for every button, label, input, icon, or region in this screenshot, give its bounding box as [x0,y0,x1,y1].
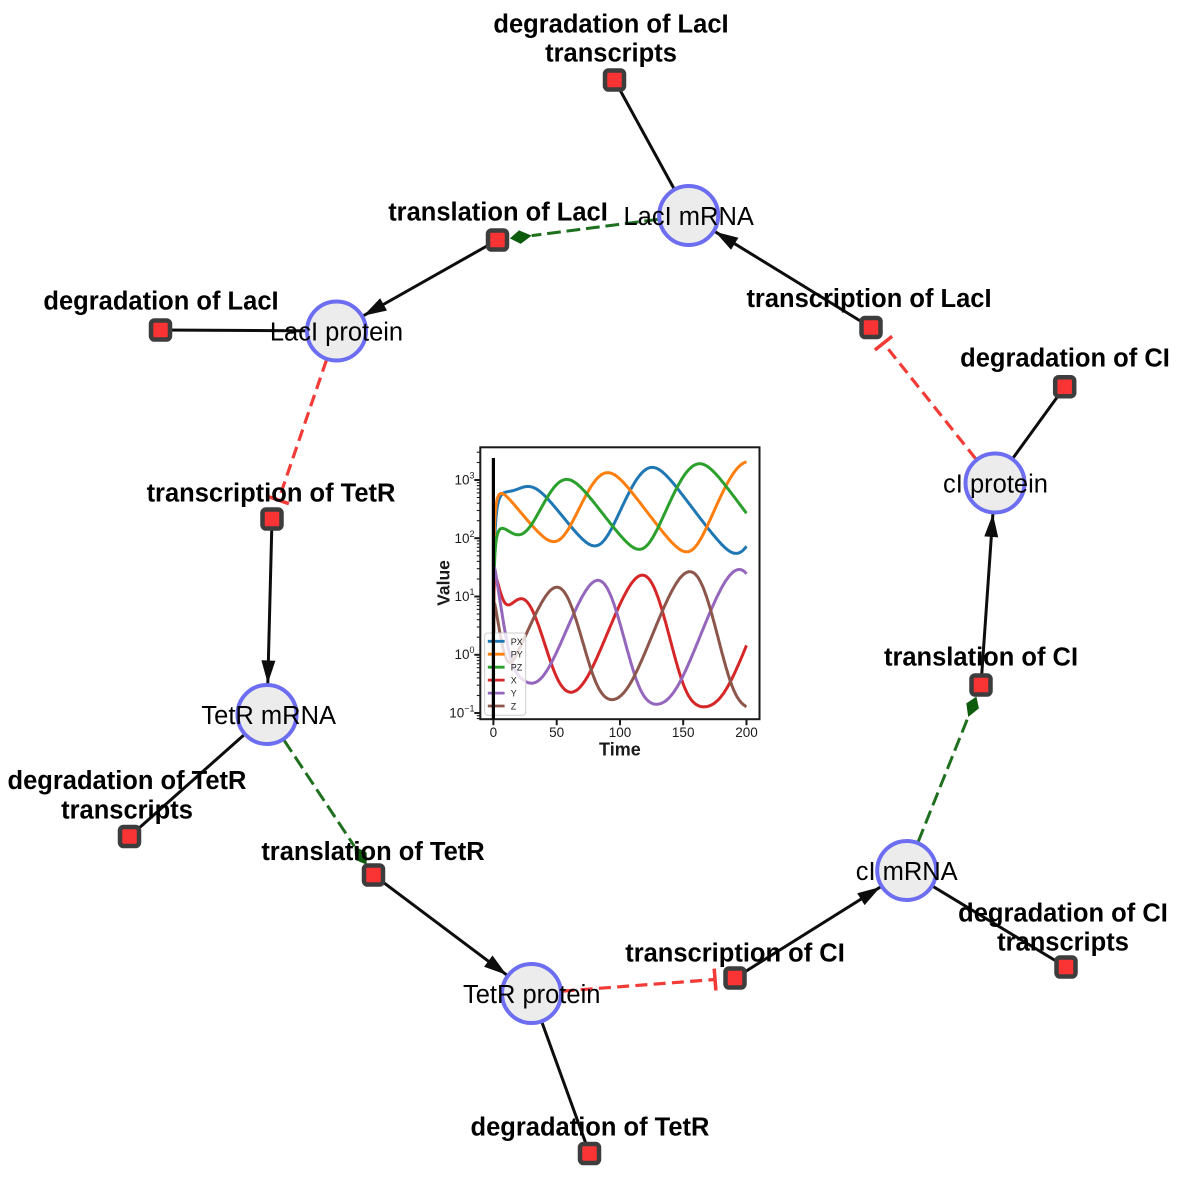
svg-text:LacI mRNA: LacI mRNA [624,203,754,231]
svg-text:transcripts: transcripts [61,797,193,825]
svg-text:translation of LacI: translation of LacI [388,199,608,227]
svg-text:X: X [511,676,517,686]
svg-text:TetR mRNA: TetR mRNA [201,702,336,730]
svg-text:transcription of TetR: transcription of TetR [147,480,396,508]
svg-text:Time: Time [599,740,641,760]
svg-text:Z: Z [511,702,517,712]
svg-text:degradation of LacI: degradation of LacI [43,288,278,316]
svg-text:degradation of TetR: degradation of TetR [8,767,247,795]
svg-text:transcripts: transcripts [545,40,677,68]
svg-text:transcription of LacI: transcription of LacI [746,285,991,313]
svg-text:Value: Value [434,560,454,606]
svg-text:translation of CI: translation of CI [884,644,1078,672]
svg-text:0: 0 [490,725,498,740]
svg-text:TetR protein: TetR protein [463,981,601,1009]
svg-text:degradation of CI: degradation of CI [958,900,1168,928]
svg-text:100: 100 [609,725,632,740]
svg-text:PX: PX [511,637,523,647]
svg-text:degradation of LacI: degradation of LacI [493,11,728,39]
svg-text:PZ: PZ [511,663,523,673]
svg-text:degradation of CI: degradation of CI [960,345,1170,373]
svg-text:Y: Y [511,689,517,699]
svg-text:translation of TetR: translation of TetR [261,838,484,866]
svg-text:transcripts: transcripts [997,929,1129,957]
svg-text:cI mRNA: cI mRNA [856,858,958,886]
svg-text:LacI protein: LacI protein [270,319,403,347]
svg-text:transcription of CI: transcription of CI [625,940,845,968]
svg-text:150: 150 [672,725,695,740]
svg-text:degradation of TetR: degradation of TetR [471,1114,710,1142]
svg-text:cI protein: cI protein [943,471,1048,499]
svg-text:50: 50 [549,725,564,740]
svg-text:PY: PY [511,650,523,660]
svg-text:200: 200 [735,725,758,740]
